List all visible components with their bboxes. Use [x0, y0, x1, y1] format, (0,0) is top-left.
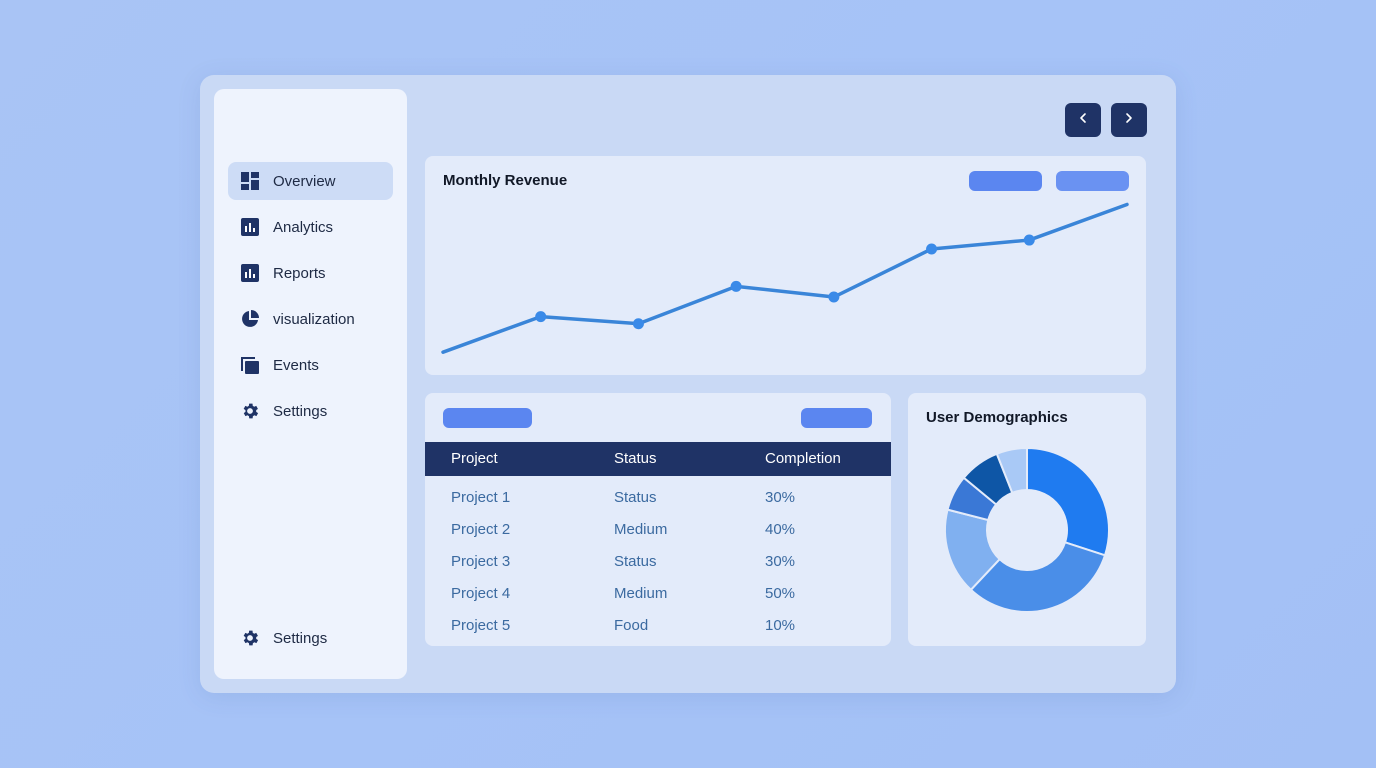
sidebar-item-label: Reports	[273, 264, 326, 282]
sidebar-item-settings[interactable]: Settings	[228, 392, 393, 430]
gear-icon	[240, 401, 260, 421]
next-button[interactable]	[1111, 103, 1147, 137]
column-header-completion[interactable]: Completion	[765, 450, 841, 467]
data-point[interactable]	[632, 318, 644, 330]
revenue-filter-button-1[interactable]	[969, 171, 1042, 191]
cell-completion: 50%	[765, 585, 796, 602]
layers-icon	[240, 355, 260, 375]
table-row[interactable]: Project 1 Status 30%	[425, 482, 891, 514]
cell-completion: 10%	[765, 617, 796, 634]
cell-project: Project 5	[451, 617, 511, 634]
chevron-right-icon	[1123, 111, 1135, 129]
demographics-card: User Demographics	[908, 393, 1146, 646]
sidebar-item-label: Events	[273, 356, 319, 374]
sidebar-item-events[interactable]: Events	[228, 346, 393, 384]
prev-button[interactable]	[1065, 103, 1101, 137]
sidebar-item-overview[interactable]: Overview	[228, 162, 393, 200]
sidebar-item-label: Settings	[273, 629, 328, 647]
bar-chart-icon	[240, 217, 260, 237]
sidebar-item-label: Analytics	[273, 218, 334, 236]
sidebar-item-label: Settings	[273, 402, 328, 420]
card-title: Monthly Revenue	[443, 172, 568, 189]
table-header: Project Status Completion	[425, 442, 891, 476]
revenue-line-chart	[441, 202, 1129, 354]
card-title: User Demographics	[926, 409, 1068, 426]
table-row[interactable]: Project 5 Food 10%	[425, 610, 891, 642]
column-header-status[interactable]: Status	[614, 450, 657, 467]
cell-status: Food	[614, 617, 649, 634]
cell-completion: 40%	[765, 521, 796, 538]
demographics-donut-chart	[944, 446, 1110, 613]
cell-status: Medium	[614, 585, 668, 602]
projects-filter-button[interactable]	[443, 408, 532, 428]
gear-icon	[240, 628, 260, 648]
pie-chart-icon	[240, 309, 260, 329]
sidebar-item-reports[interactable]: Reports	[228, 254, 393, 292]
table-row[interactable]: Project 2 Medium 40%	[425, 514, 891, 546]
data-point[interactable]	[730, 280, 742, 292]
cell-status: Medium	[614, 521, 668, 538]
donut-slice[interactable]	[995, 446, 1028, 495]
cell-project: Project 3	[451, 553, 511, 570]
cell-completion: 30%	[765, 489, 796, 506]
sidebar: Overview Analytics Reports visualization…	[214, 89, 407, 679]
cell-status: Status	[614, 489, 657, 506]
projects-card: Project Status Completion Project 1 Stat…	[425, 393, 891, 646]
sidebar-item-label: Overview	[273, 172, 336, 190]
table-row[interactable]: Project 3 Status 30%	[425, 546, 891, 578]
sidebar-item-analytics[interactable]: Analytics	[228, 208, 393, 246]
cell-project: Project 4	[451, 585, 511, 602]
column-header-project[interactable]: Project	[451, 450, 498, 467]
sidebar-item-visualization[interactable]: visualization	[228, 300, 393, 338]
cell-completion: 30%	[765, 553, 796, 570]
revenue-card: Monthly Revenue	[425, 156, 1146, 375]
data-point[interactable]	[828, 291, 840, 303]
dashboard-icon	[240, 171, 260, 191]
donut-slice[interactable]	[1026, 446, 1110, 557]
cell-status: Status	[614, 553, 657, 570]
revenue-filter-button-2[interactable]	[1056, 171, 1129, 191]
dashboard-window: Overview Analytics Reports visualization…	[200, 75, 1176, 693]
sidebar-footer-settings[interactable]: Settings	[228, 619, 393, 657]
table-row[interactable]: Project 4 Medium 50%	[425, 578, 891, 610]
bar-chart-icon	[240, 263, 260, 283]
donut-slice[interactable]	[969, 541, 1107, 613]
data-point[interactable]	[1023, 234, 1035, 246]
cell-project: Project 2	[451, 521, 511, 538]
data-point[interactable]	[535, 311, 547, 323]
data-point[interactable]	[926, 243, 938, 255]
sidebar-item-label: visualization	[273, 310, 355, 328]
projects-action-button[interactable]	[801, 408, 872, 428]
chevron-left-icon	[1077, 111, 1089, 129]
cell-project: Project 1	[451, 489, 511, 506]
